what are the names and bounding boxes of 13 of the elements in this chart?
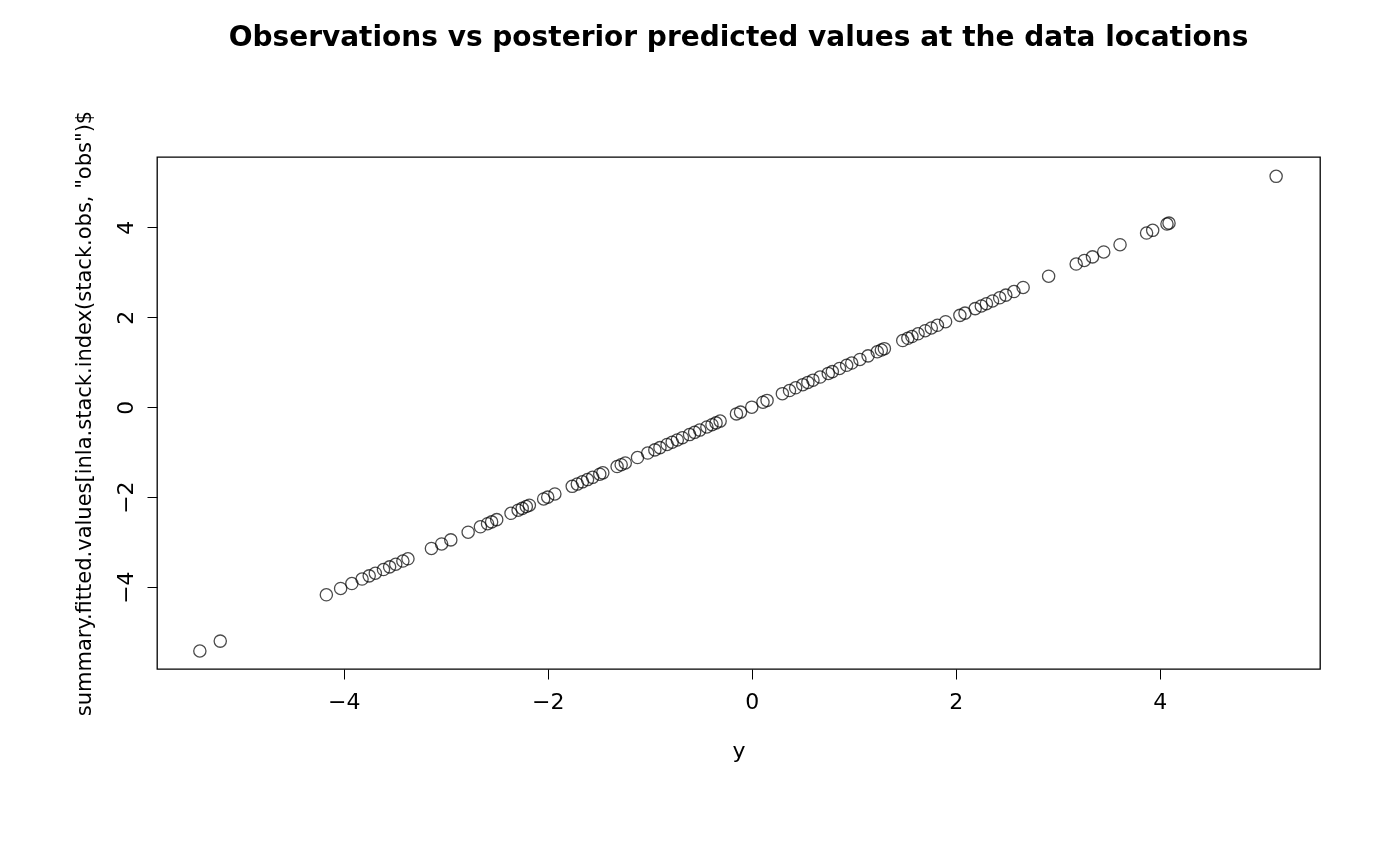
y-tick-label: 0 [112, 400, 138, 415]
y-tick-label: −4 [112, 571, 138, 604]
x-tick-label: −4 [327, 688, 361, 714]
chart-title: Observations vs posterior predicted values at the data locations [228, 20, 1249, 54]
x-tick-label: 0 [745, 688, 760, 714]
y-tick-label: −2 [112, 481, 138, 514]
y-axis-title: summary.fitted.values[inla.stack.index(stack.obs, "obs")$ [71, 110, 96, 717]
x-tick-label: 2 [949, 688, 964, 714]
x-tick-label: 4 [1153, 688, 1168, 714]
y-tick-label: 2 [112, 310, 138, 325]
y-tick-label: 4 [112, 220, 138, 235]
x-axis-title: y [732, 737, 746, 763]
x-tick-label: −2 [532, 688, 565, 714]
